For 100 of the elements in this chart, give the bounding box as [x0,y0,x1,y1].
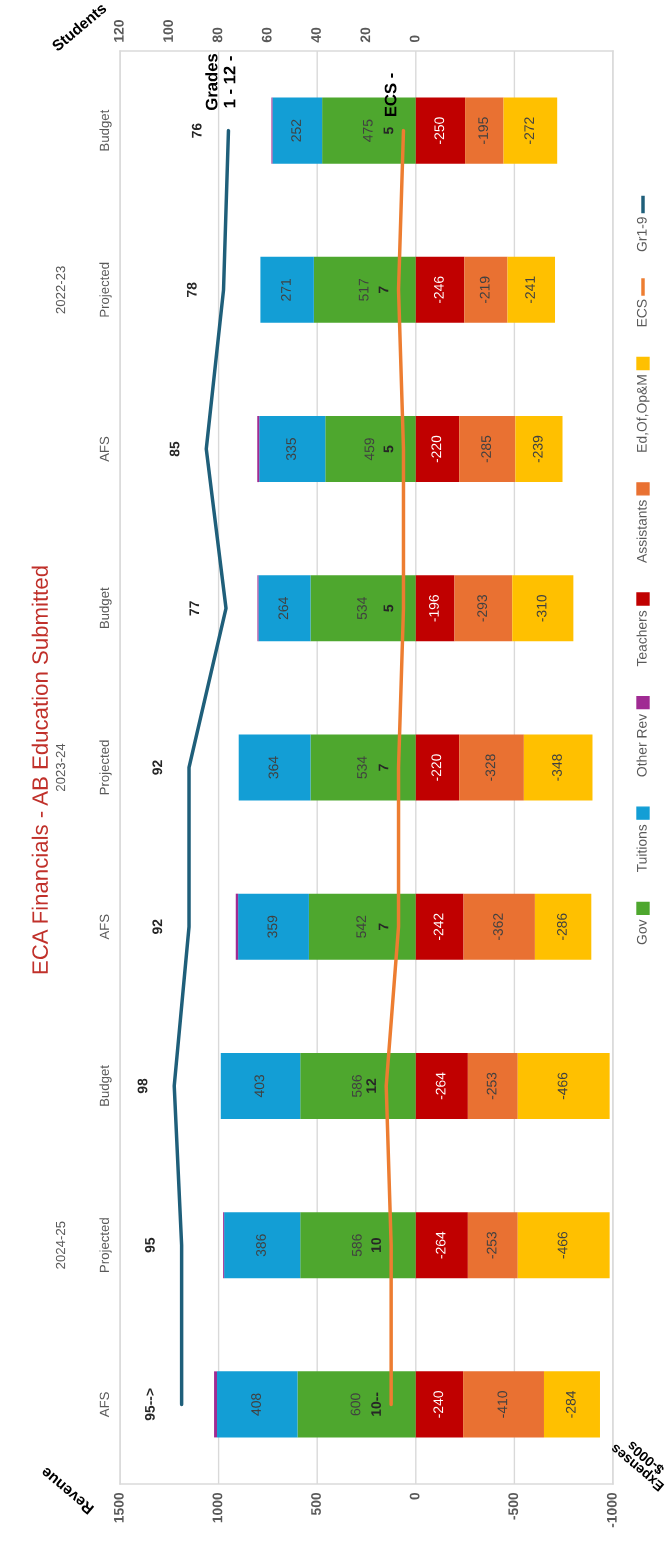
bar [308,893,416,960]
data-label: 364 [268,756,279,779]
data-label: 77 [189,601,200,616]
data-label: 534 [357,756,367,779]
data-label: -285 [481,435,492,463]
bar [517,1212,610,1279]
data-label: -272 [524,117,534,144]
y-tick-label: Budget [99,1065,112,1106]
legend-label: Gr1-9 [636,217,647,252]
bar [310,575,416,642]
bar [459,416,516,483]
x2-tick-label: 120 [113,20,124,42]
data-label: 92 [152,760,163,775]
bar [467,1052,518,1119]
bar [503,97,558,164]
data-label: -246 [433,276,444,304]
data-label: 5 [383,127,394,135]
bar [272,97,323,164]
bar [415,97,466,164]
data-label: 600 [350,1393,361,1416]
data-label: -239 [532,435,543,463]
bar [325,416,416,483]
data-label: -250 [434,117,445,144]
data-label: 85 [169,441,180,457]
bar [515,416,563,483]
data-label: -220 [431,754,442,781]
data-label: 386 [256,1234,266,1257]
x2-tick-label: 80 [212,27,223,43]
legend-label: Ed,Of,Op&M [636,375,650,452]
bar [464,256,508,323]
y-tick-label: AFS [99,436,110,462]
data-label: 10-- [371,1392,381,1416]
x-tick-label: 500 [311,1492,321,1516]
bar [224,1212,301,1279]
bar [300,1212,416,1279]
bar [507,256,556,323]
data-label: 264 [278,597,289,620]
bar [512,575,574,642]
data-label: 517 [358,278,369,301]
bar [217,1371,298,1438]
bar [220,1052,301,1119]
y-tick-label: AFS [99,914,110,940]
data-label: 271 [281,278,291,301]
bar [259,416,326,483]
bar [454,575,513,642]
bar [415,1212,468,1279]
bar [297,1371,416,1438]
bar [415,575,455,642]
x2-tick-label: 100 [163,20,174,42]
legend-label: ECS [636,299,647,327]
data-label: 76 [191,123,202,138]
legend-label: Tuitions [636,824,647,873]
text: ECA Financials - AB Education Submitted [31,566,48,974]
bar [415,1371,464,1438]
bar [313,256,416,323]
bar [534,893,592,960]
data-label: -220 [431,435,442,463]
data-label: -264 [435,1231,446,1259]
bar [467,1212,518,1279]
data-label: -240 [433,1391,444,1418]
data-label: -284 [565,1390,576,1418]
x2-tick-label: 60 [261,27,272,43]
legend-label: Gov [636,919,647,945]
data-label: 95--> [144,1388,155,1421]
data-label: 408 [251,1393,261,1416]
bar [415,416,460,483]
data-label: 403 [254,1074,265,1098]
data-label: 12 [366,1078,376,1093]
data-label: 335 [286,438,296,461]
bar [238,734,311,801]
data-label: 5 [383,445,394,453]
text: 2022-23 [55,266,66,314]
data-label: 586 [351,1234,362,1257]
bar [523,734,593,801]
data-label: 7 [378,286,389,294]
data-label: 7 [378,764,389,771]
bar [415,1052,468,1119]
data-label: -286 [557,913,567,940]
data-label: 359 [267,915,278,938]
data-label: 542 [356,915,367,938]
data-label: 10 [371,1238,381,1253]
text: 2024-25 [55,1221,66,1269]
bar [238,893,309,960]
x-tick-label: 0 [409,1492,420,1500]
data-label: -241 [525,276,535,304]
bar [415,734,460,801]
data-label: -328 [485,754,496,781]
data-label: -410 [497,1391,508,1418]
bar [260,256,314,323]
data-label: 534 [357,597,367,620]
annotation: Grades 1 - 12 - [205,53,236,111]
data-label: 78 [186,282,197,297]
bar [310,734,416,801]
x2-tick-label: 40 [311,27,321,43]
data-label: -293 [477,594,488,622]
data-label: 586 [351,1074,362,1097]
y-tick-label: AFS [99,1392,110,1418]
bar [300,1052,416,1119]
bar [465,97,504,164]
x2-tick-label: 20 [360,27,371,43]
